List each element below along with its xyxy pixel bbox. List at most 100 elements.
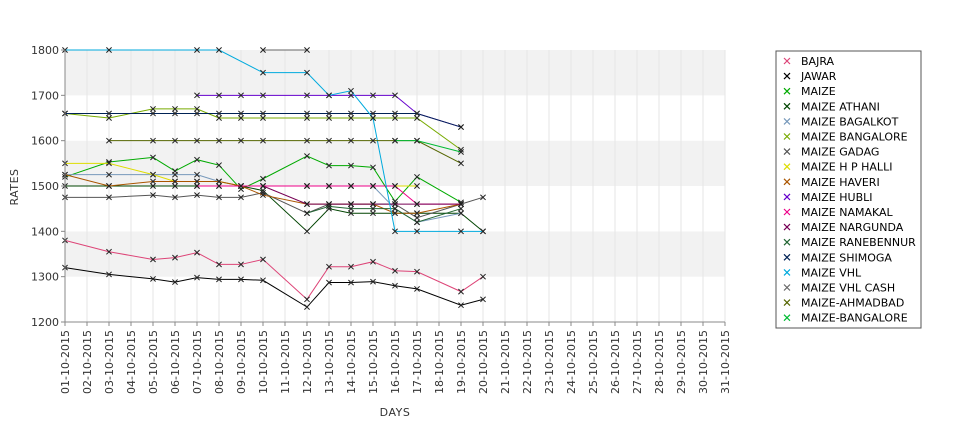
data-point-marker (392, 183, 398, 189)
legend-entry: JAWAR (800, 70, 837, 83)
data-point-marker (106, 171, 112, 178)
data-point-marker (172, 110, 178, 117)
x-tick-label: 05-10-2015 (147, 330, 160, 394)
data-point-marker (414, 137, 420, 144)
data-point-marker (150, 137, 156, 144)
data-point-marker (194, 92, 200, 99)
x-tick-label: 06-10-2015 (169, 330, 182, 394)
data-point-marker (260, 92, 266, 99)
data-point-marker (348, 210, 354, 217)
data-point-marker (238, 110, 244, 117)
x-tick-label: 10-10-2015 (257, 330, 270, 394)
data-point-marker (304, 69, 310, 76)
data-point-marker (414, 201, 420, 208)
data-point-marker (458, 149, 464, 155)
x-tick-label: 19-10-2015 (455, 330, 468, 394)
x-tick-label: 01-10-2015 (59, 330, 72, 394)
series-maize-bangalore (62, 105, 464, 153)
data-point-marker (392, 205, 398, 212)
x-tick-label: 03-10-2015 (103, 330, 116, 394)
data-point-marker (216, 276, 222, 283)
data-point-marker (326, 92, 332, 99)
data-point-marker (260, 256, 266, 263)
series-line (64, 267, 484, 308)
data-point-marker (304, 304, 310, 310)
data-point-marker (260, 277, 266, 284)
data-point-marker (238, 115, 244, 121)
data-point-marker (150, 105, 156, 112)
data-point-marker (370, 210, 376, 217)
x-tick-label: 18-10-2015 (433, 330, 446, 394)
y-tick-label: 1700 (31, 89, 59, 102)
data-point-marker (326, 115, 332, 121)
x-tick-label: 28-10-2015 (653, 330, 666, 394)
data-point-marker (216, 162, 222, 169)
data-point-marker (304, 110, 310, 117)
data-point-marker (106, 183, 112, 189)
x-tick-label: 22-10-2015 (521, 330, 534, 394)
x-tick-label: 12-10-2015 (301, 330, 314, 394)
data-point-marker (348, 263, 354, 270)
data-point-marker (414, 173, 420, 180)
data-point-marker (348, 162, 354, 169)
data-point-marker (150, 154, 156, 161)
x-tick-label: 17-10-2015 (411, 330, 424, 394)
y-tick-label: 1300 (31, 271, 59, 284)
legend: BAJRA JAWAR MAIZE MAIZE ATHANI MAIZE BAGALKO… (775, 50, 922, 329)
data-point-marker (392, 115, 398, 121)
data-point-marker (106, 137, 112, 144)
data-point-marker (392, 92, 398, 99)
legend-marker-icon (783, 299, 791, 307)
x-tick-label: 27-10-2015 (631, 330, 644, 394)
data-point-marker (304, 228, 310, 235)
data-point-marker (260, 110, 266, 117)
x-axis-ticks: 01-10-2015 02-10-2015 03-10-2015 04-10-2015… (59, 322, 732, 394)
legend-entry: MAIZE-BANGALORE (801, 312, 908, 325)
data-point-marker (392, 110, 398, 117)
legend-entry: MAIZE HAVERI (801, 176, 880, 189)
data-point-marker (238, 183, 244, 189)
data-point-marker (260, 192, 266, 199)
series-maize-nargunda (260, 183, 464, 208)
legend-marker-icon (783, 133, 791, 140)
data-point-marker (348, 183, 354, 189)
data-point-marker (348, 201, 354, 208)
data-point-marker (458, 201, 464, 208)
y-axis-title: RATES (8, 168, 21, 205)
x-tick-label: 16-10-2015 (389, 330, 402, 394)
legend-marker-icon (783, 253, 791, 261)
data-point-marker (260, 115, 266, 121)
legend-entry: MAIZE-AHMADBAD (801, 297, 904, 310)
data-point-marker (304, 92, 310, 99)
data-point-marker (304, 153, 310, 160)
x-tick-label: 15-10-2015 (367, 330, 380, 394)
data-point-marker (392, 137, 398, 144)
data-point-marker (370, 258, 376, 265)
data-point-marker (326, 203, 332, 210)
series-maize-shimoga (62, 110, 464, 131)
x-tick-label: 04-10-2015 (125, 330, 138, 394)
data-point-marker (260, 137, 266, 144)
data-point-marker (194, 156, 200, 163)
series-maize-bangalore (392, 137, 464, 155)
data-point-marker (238, 137, 244, 144)
legend-entry: MAIZE (801, 85, 836, 98)
data-point-marker (392, 201, 398, 208)
legend-entry: MAIZE BANGALORE (801, 131, 908, 144)
data-point-marker (414, 219, 420, 226)
x-tick-label: 13-10-2015 (323, 330, 336, 394)
data-point-marker (106, 248, 112, 255)
data-point-marker (150, 171, 156, 178)
x-tick-label: 11-10-2015 (279, 330, 292, 394)
data-point-marker (458, 124, 464, 131)
x-tick-label: 09-10-2015 (235, 330, 248, 394)
data-point-marker (172, 254, 178, 261)
x-tick-label: 14-10-2015 (345, 330, 358, 394)
x-tick-label: 31-10-2015 (719, 330, 732, 394)
legend-marker-icon (783, 238, 791, 246)
data-point-marker (414, 228, 420, 235)
data-point-marker (392, 198, 398, 205)
x-tick-label: 26-10-2015 (609, 330, 622, 394)
legend-entry: MAIZE NAMAKAL (801, 206, 894, 219)
data-point-marker (106, 47, 112, 53)
